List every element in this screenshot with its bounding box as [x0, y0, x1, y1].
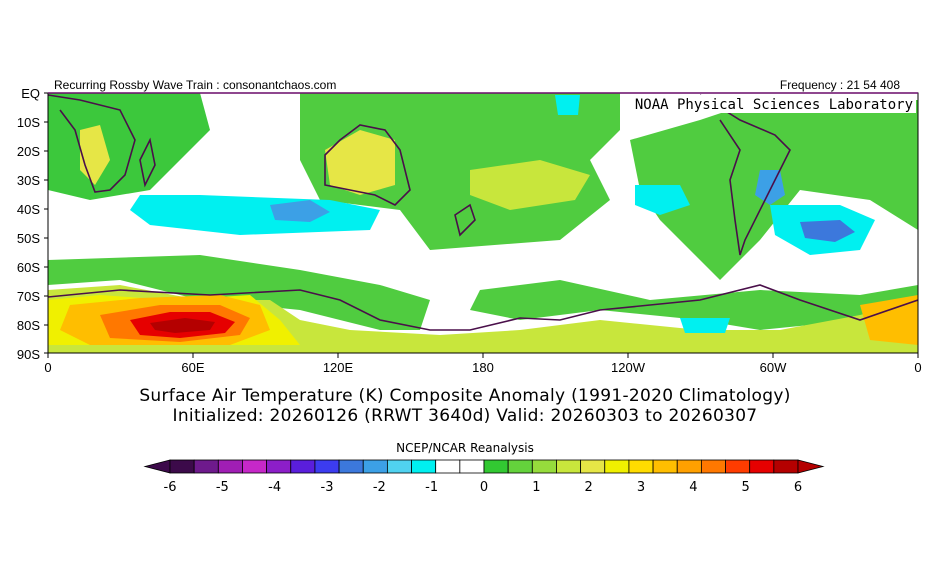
colorbar-label: 1	[532, 480, 540, 495]
figure-title-line1: Surface Air Temperature (K) Composite An…	[139, 386, 791, 406]
colorbar-swatch	[435, 459, 461, 474]
colorbar-swatch	[193, 459, 219, 474]
colorbar-swatch	[773, 459, 799, 474]
colorbar-title: NCEP/NCAR Reanalysis	[396, 441, 534, 455]
lat-label: 50S	[17, 231, 40, 246]
credit-box	[620, 95, 916, 113]
colorbar-min-arrow	[143, 459, 171, 474]
header-left-text: Recurring Rossby Wave Train : consonantc…	[54, 78, 337, 92]
colorbar-swatch	[242, 459, 268, 474]
lat-label: 20S	[17, 144, 40, 159]
colorbar-swatch	[386, 459, 412, 474]
colorbar-label: 3	[637, 480, 645, 495]
colorbar-swatch	[507, 459, 533, 474]
colorbar-label: -6	[164, 480, 177, 495]
lon-label: 60E	[181, 360, 204, 375]
colorbar-swatch	[700, 459, 726, 474]
header-right-text: Frequency : 21 54 408	[779, 78, 900, 92]
lon-label: 120W	[611, 360, 646, 375]
colorbar-label: -2	[373, 480, 386, 495]
lat-label: 90S	[17, 347, 40, 362]
lon-label: 0	[914, 360, 921, 375]
colorbar-swatch	[362, 459, 388, 474]
colorbar-swatch	[266, 459, 292, 474]
colorbar-swatch	[652, 459, 678, 474]
colorbar-label: 6	[794, 480, 802, 495]
colorbar	[143, 459, 825, 474]
colorbar-label: 4	[689, 480, 697, 495]
colorbar-label: -3	[321, 480, 334, 495]
colorbar-swatch	[556, 459, 582, 474]
colorbar-swatch	[483, 459, 509, 474]
anomaly-field	[48, 93, 918, 353]
lat-labels: EQ 10S 20S 30S 40S 50S 60S 70S 80S 90S	[17, 86, 40, 362]
colorbar-labels: -6 -5 -4 -3 -2 -1 0 1 2 3 4 5 6	[164, 480, 803, 495]
colorbar-label: 2	[585, 480, 593, 495]
colorbar-swatch	[580, 459, 606, 474]
lat-label: 70S	[17, 289, 40, 304]
lon-label: 60W	[760, 360, 787, 375]
colorbar-swatch	[628, 459, 654, 474]
lon-labels: 0 60E 120E 180 120W 60W 0	[44, 360, 921, 375]
colorbar-swatch	[338, 459, 364, 474]
lat-label: 30S	[17, 173, 40, 188]
colorbar-swatch	[459, 459, 485, 474]
colorbar-swatch	[314, 459, 340, 474]
axis-ticks	[44, 92, 919, 358]
lat-label: 60S	[17, 260, 40, 275]
colorbar-swatch	[604, 459, 630, 474]
colorbar-swatch	[290, 459, 316, 474]
lon-label: 120E	[323, 360, 354, 375]
lat-label: 40S	[17, 202, 40, 217]
lat-label: 10S	[17, 115, 40, 130]
colorbar-swatch	[531, 459, 557, 474]
colorbar-label: 5	[742, 480, 750, 495]
lon-label: 180	[472, 360, 494, 375]
lat-label: EQ	[21, 86, 40, 101]
colorbar-label: 0	[480, 480, 488, 495]
colorbar-label: -5	[216, 480, 229, 495]
colorbar-label: -4	[268, 480, 281, 495]
colorbar-swatch	[217, 459, 243, 474]
colorbar-swatch	[676, 459, 702, 474]
colorbar-max-arrow	[797, 459, 825, 474]
colorbar-swatch	[169, 459, 195, 474]
colorbar-swatch	[749, 459, 775, 474]
coastlines	[48, 94, 918, 331]
colorbar-swatch	[411, 459, 437, 474]
lon-label: 0	[44, 360, 51, 375]
figure-title-line2: Initialized: 20260126 (RRWT 3640d) Valid…	[172, 406, 758, 426]
lat-label: 80S	[17, 318, 40, 333]
colorbar-label: -1	[425, 480, 438, 495]
colorbar-swatch	[725, 459, 751, 474]
credit-text: NOAA Physical Sciences Laboratory	[635, 97, 913, 113]
